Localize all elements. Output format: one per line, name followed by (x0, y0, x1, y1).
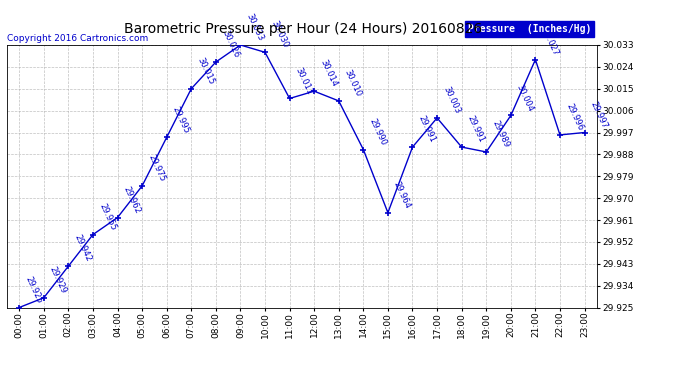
Text: 30.027: 30.027 (540, 27, 560, 57)
Text: 29.997: 29.997 (589, 100, 609, 130)
Text: 29.925: 29.925 (23, 275, 43, 305)
Text: 30.014: 30.014 (318, 58, 339, 88)
Text: 30.026: 30.026 (220, 29, 241, 59)
Text: 29.996: 29.996 (564, 102, 584, 132)
Text: 29.991: 29.991 (466, 114, 486, 144)
Text: 30.010: 30.010 (343, 68, 364, 98)
Text: 30.015: 30.015 (195, 56, 216, 86)
Text: 30.011: 30.011 (294, 66, 314, 96)
Text: Copyright 2016 Cartronics.com: Copyright 2016 Cartronics.com (7, 34, 148, 43)
Text: 29.989: 29.989 (491, 119, 511, 149)
Text: 29.955: 29.955 (97, 202, 117, 232)
Text: 30.004: 30.004 (515, 82, 535, 113)
Text: Barometric Pressure per Hour (24 Hours) 20160826: Barometric Pressure per Hour (24 Hours) … (124, 22, 483, 36)
Text: 30.033: 30.033 (244, 12, 265, 42)
Text: 29.975: 29.975 (146, 153, 167, 183)
Text: 29.929: 29.929 (48, 265, 68, 295)
Text: 29.995: 29.995 (171, 105, 191, 135)
Text: 29.962: 29.962 (121, 185, 142, 215)
Text: 29.991: 29.991 (417, 114, 437, 144)
Text: 30.030: 30.030 (269, 20, 290, 50)
Text: 30.003: 30.003 (441, 85, 462, 115)
Text: 29.942: 29.942 (72, 233, 93, 263)
Text: 29.964: 29.964 (392, 180, 413, 210)
Text: 29.990: 29.990 (368, 117, 388, 147)
Text: Pressure  (Inches/Hg): Pressure (Inches/Hg) (468, 24, 591, 34)
